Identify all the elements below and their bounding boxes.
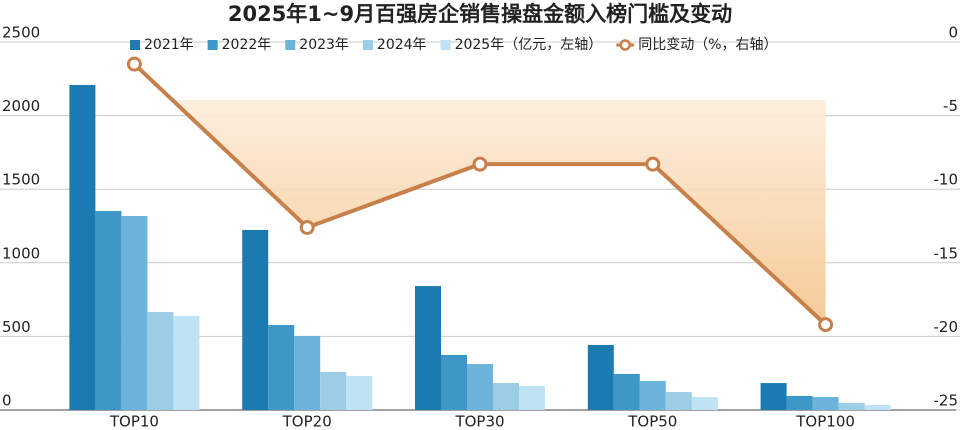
line-marker [645,156,661,172]
legend-label: 2021年 [144,37,194,53]
bar [467,364,493,410]
y-tick-label: 0 [2,392,12,410]
legend-swatch [285,40,296,50]
legend-marker [619,39,631,51]
legend-swatch [440,40,451,50]
bar [812,397,839,410]
legend-swatch [130,40,140,50]
x-tick-label: TOP10 [109,413,159,430]
line-marker [818,317,834,333]
bar [268,325,295,410]
y-tick-label: 1500 [2,171,40,189]
bar [147,311,174,410]
bar [173,315,200,410]
bar [838,402,865,410]
bar [864,404,891,410]
bar [639,381,666,410]
line-marker [299,219,315,235]
bar [95,210,122,410]
bar [242,229,269,410]
legend-label: 2023年 [299,37,349,53]
y-tick-label: 1000 [2,244,40,262]
bar [665,392,692,410]
y2-tick-label: -20 [934,318,959,336]
bar [760,383,787,410]
legend-label: 2024年 [377,37,427,53]
bar [415,286,441,410]
y-tick-label: 2000 [2,97,40,115]
bar [320,372,347,410]
y-tick-label: 2500 [2,24,40,42]
bar [69,84,96,411]
y2-tick-label: -15 [934,244,959,262]
x-tick-label: TOP100 [795,413,855,430]
x-tick-label: TOP50 [627,413,677,430]
bar [441,354,467,410]
legend-swatch [362,40,373,50]
bar [346,375,373,410]
bar [691,397,718,410]
bar [121,215,148,410]
y2-tick-label: -10 [934,171,959,189]
x-tick-label: TOP20 [282,413,332,430]
bar [587,344,614,410]
y-tick-label: 500 [2,318,31,336]
legend-label: 2022年 [222,37,272,53]
y2-tick-label: 0 [948,24,958,42]
bar [493,383,519,410]
legend-swatch [207,40,218,50]
bar [786,396,813,410]
x-tick-label: TOP30 [454,413,504,430]
legend-label: 同比变动（%，右轴） [638,37,777,53]
y2-tick-label: -5 [943,97,958,115]
y2-tick-label: -25 [934,392,959,410]
bar [294,335,321,410]
bar [613,373,640,410]
legend-label: 2025年（亿元，左轴） [455,37,603,53]
line-marker [472,156,488,172]
area-shade [134,100,826,325]
chart-title: 2025年1~9月百强房企销售操盘金额入榜门槛及变动 [228,2,732,26]
line-marker [126,56,142,72]
bar [519,386,545,410]
